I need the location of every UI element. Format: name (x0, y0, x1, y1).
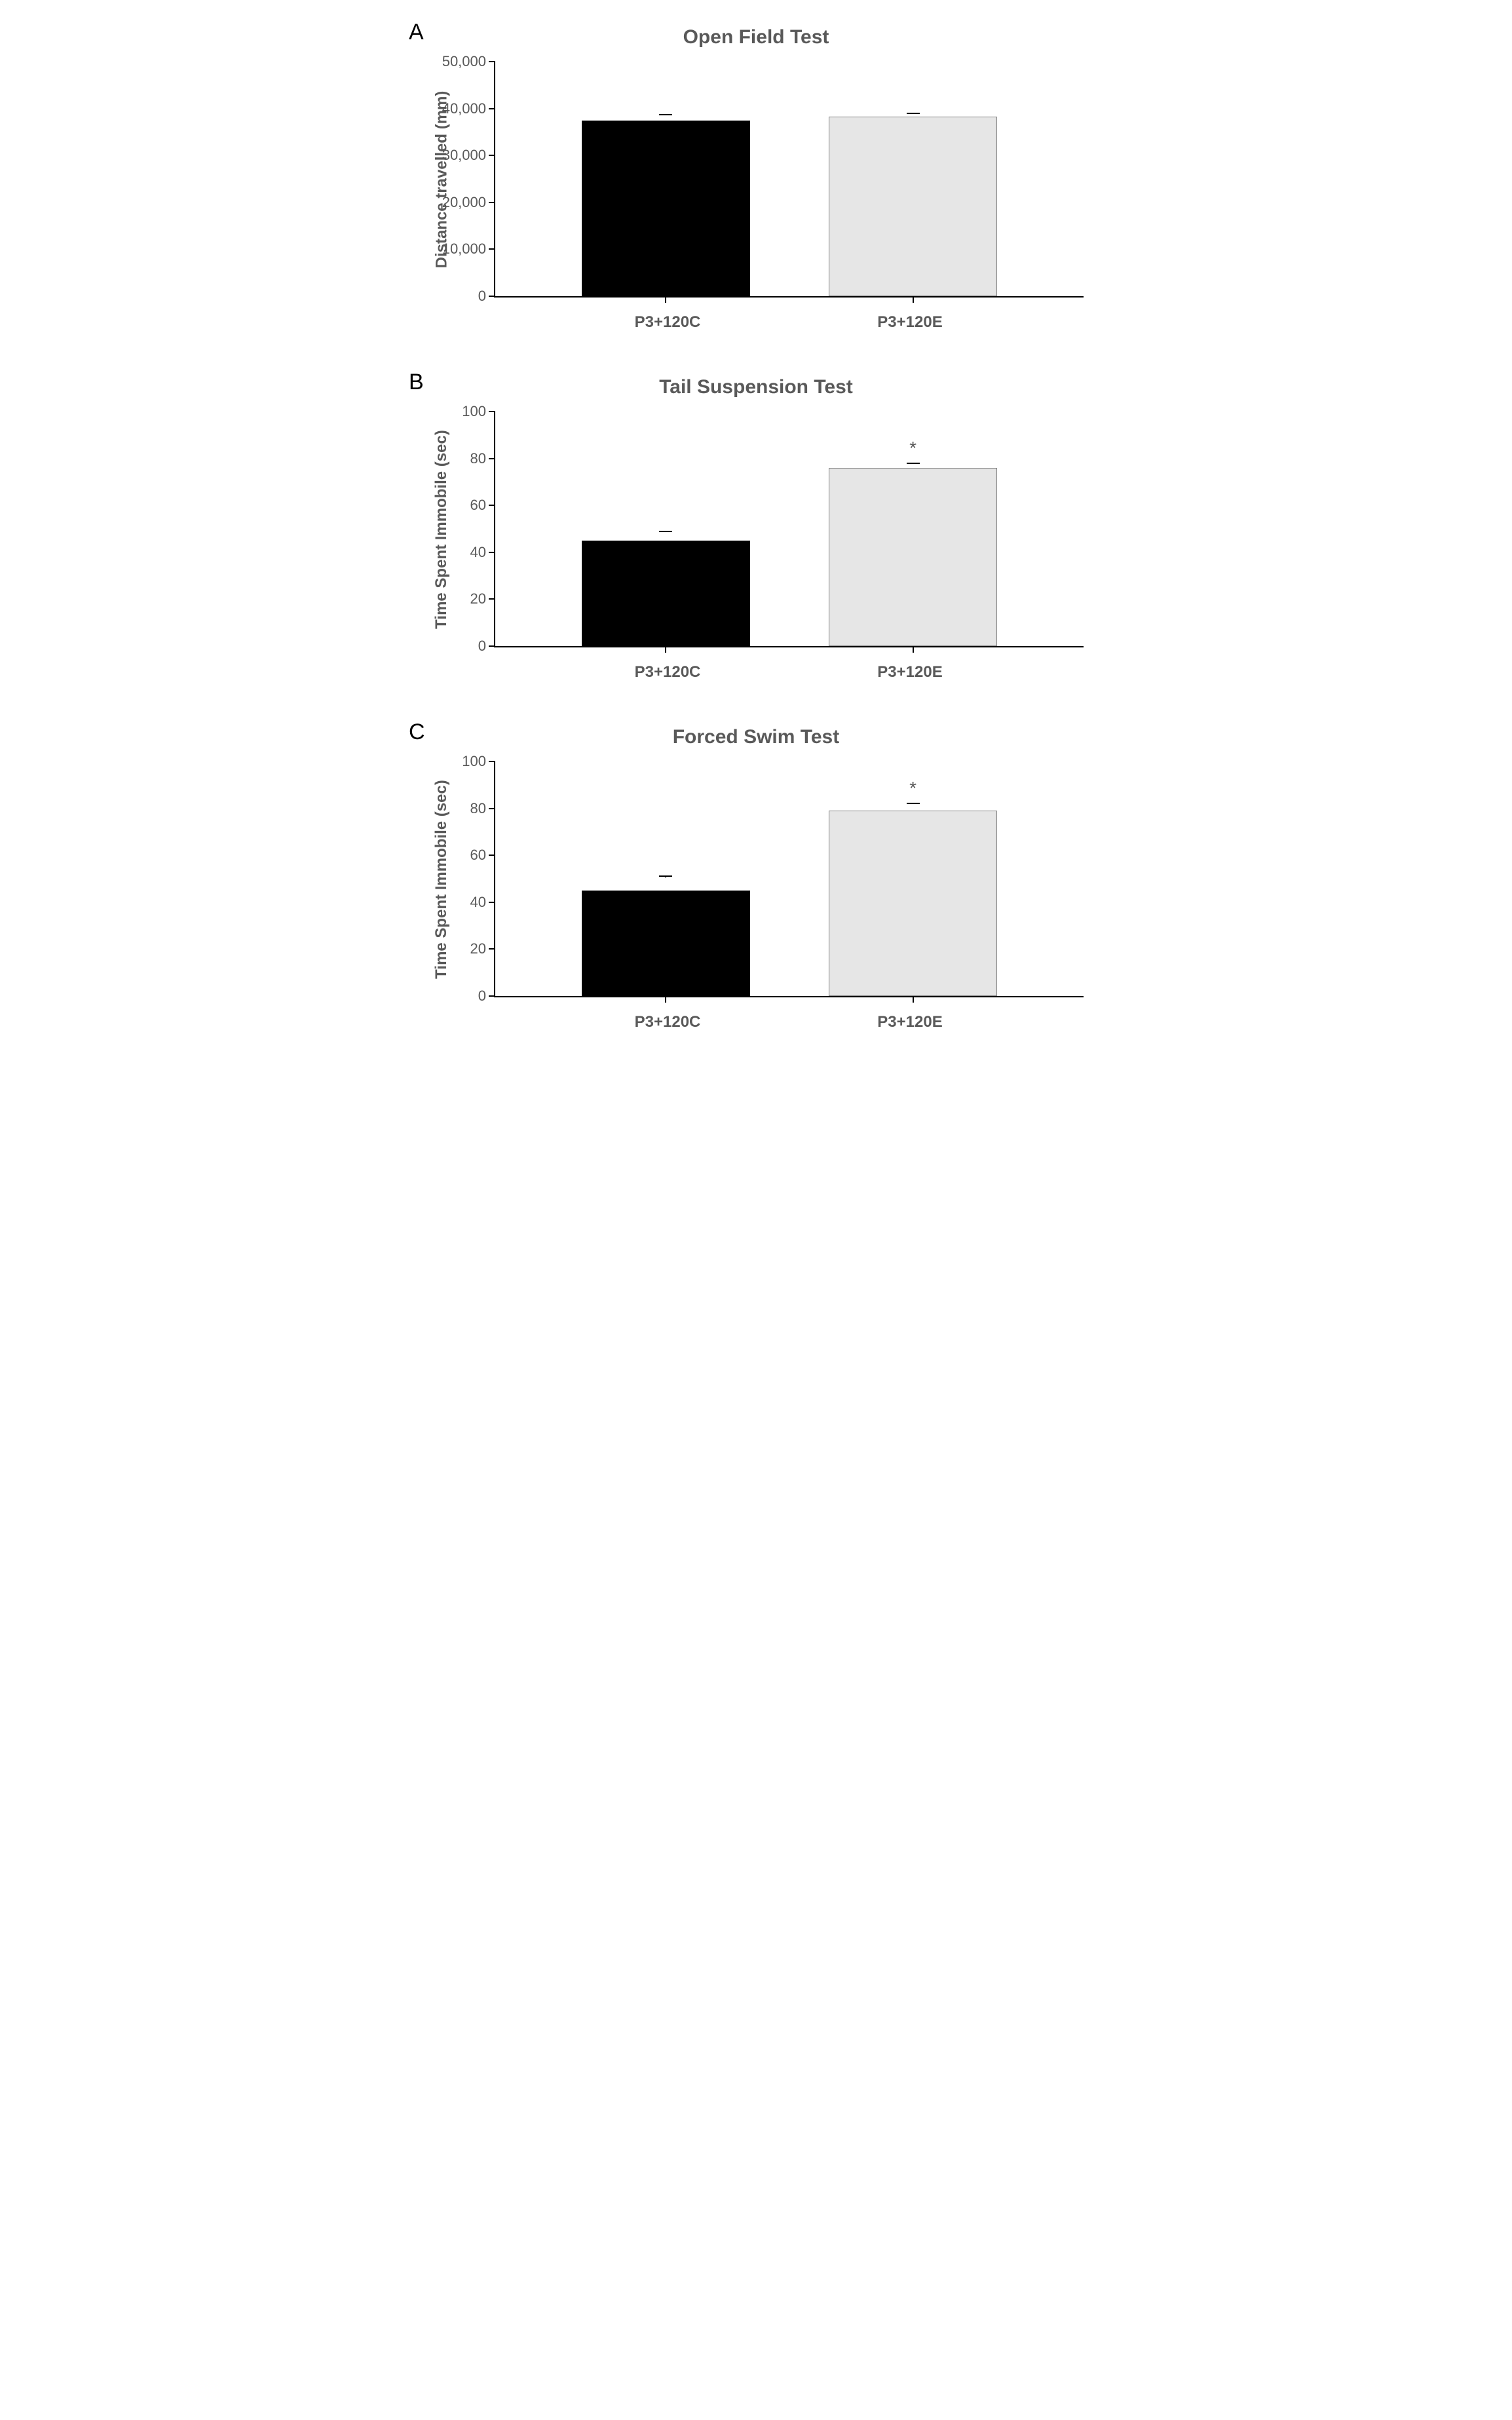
x-tick (665, 996, 666, 1003)
y-tick-label: 100 (462, 403, 495, 420)
bar-group (582, 412, 749, 646)
x-axis-label: P3+120E (827, 304, 992, 337)
significance-marker: * (909, 438, 917, 459)
y-axis-label: Time Spent Immobile (sec) (428, 412, 455, 647)
bar (582, 541, 749, 646)
x-tick (665, 646, 666, 653)
bar-group (582, 761, 749, 996)
y-tick-label: 80 (470, 450, 495, 467)
x-axis-label: P3+120E (827, 654, 992, 687)
y-tick-label: 20,000 (442, 194, 495, 211)
panel-b: B Tail Suspension Test Time Spent Immobi… (428, 376, 1084, 687)
y-tick-label: 0 (478, 638, 495, 655)
y-tick-label: 50,000 (442, 53, 495, 70)
panel-c: C Forced Swim Test Time Spent Immobile (… (428, 726, 1084, 1037)
y-axis-label: Distance travelled (mm) (428, 62, 455, 298)
panel-letter: B (409, 370, 424, 395)
chart-title: Tail Suspension Test (428, 376, 1084, 398)
x-axis-label: P3+120C (585, 304, 750, 337)
y-tick-label: 60 (470, 847, 495, 864)
y-tick-label: 20 (470, 940, 495, 957)
x-axis-labels: P3+120C P3+120E (494, 1004, 1084, 1037)
bar-group (582, 62, 749, 296)
x-tick (913, 646, 914, 653)
y-tick-label: 80 (470, 800, 495, 817)
x-tick (913, 996, 914, 1003)
y-tick-label: 60 (470, 497, 495, 514)
y-tick-label: 30,000 (442, 147, 495, 164)
y-tick-label: 40 (470, 544, 495, 561)
y-tick-label: 0 (478, 288, 495, 305)
x-axis-label: P3+120C (585, 1004, 750, 1037)
chart-wrap: Time Spent Immobile (sec) 020406080100* … (428, 761, 1084, 1037)
bar (829, 468, 996, 646)
panel-letter: A (409, 20, 424, 45)
bar (582, 891, 749, 996)
x-axis-label: P3+120E (827, 1004, 992, 1037)
bar-group: * (829, 412, 996, 646)
x-axis-labels: P3+120C P3+120E (494, 304, 1084, 337)
chart-wrap: Time Spent Immobile (sec) 020406080100* … (428, 412, 1084, 687)
bars: * (495, 761, 1084, 996)
x-axis-label: P3+120C (585, 654, 750, 687)
y-tick-label: 0 (478, 988, 495, 1005)
bars: * (495, 412, 1084, 646)
x-tick (913, 296, 914, 303)
figure: A Open Field Test Distance travelled (mm… (428, 26, 1084, 1037)
bars (495, 62, 1084, 296)
chart-wrap: Distance travelled (mm) 010,00020,00030,… (428, 62, 1084, 337)
y-axis-label: Time Spent Immobile (sec) (428, 761, 455, 997)
plot-area: 020406080100* (494, 761, 1084, 997)
panel-letter: C (409, 720, 425, 745)
bar-group (829, 62, 996, 296)
significance-marker: * (909, 778, 917, 799)
panel-a: A Open Field Test Distance travelled (mm… (428, 26, 1084, 337)
bar (582, 121, 749, 297)
bar-group: * (829, 761, 996, 996)
y-tick-label: 40 (470, 894, 495, 911)
bar (829, 117, 996, 296)
y-tick-label: 10,000 (442, 240, 495, 258)
chart-title: Forced Swim Test (428, 726, 1084, 748)
chart-title: Open Field Test (428, 26, 1084, 48)
y-tick-label: 100 (462, 753, 495, 770)
x-tick (665, 296, 666, 303)
y-tick-label: 40,000 (442, 100, 495, 117)
y-tick-label: 20 (470, 590, 495, 607)
plot-area: 010,00020,00030,00040,00050,000 (494, 62, 1084, 298)
x-axis-labels: P3+120C P3+120E (494, 654, 1084, 687)
plot-area: 020406080100* (494, 412, 1084, 647)
bar (829, 811, 996, 996)
